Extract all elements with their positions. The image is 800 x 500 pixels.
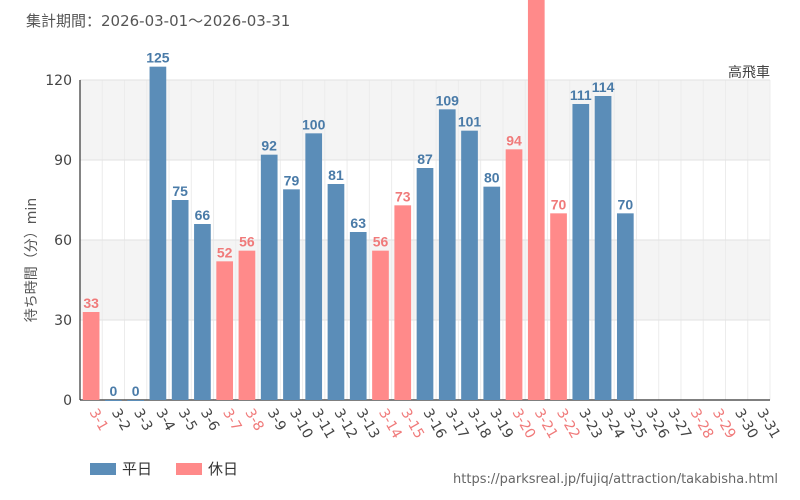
bar-3-22 <box>550 213 567 400</box>
data-label-3-9: 92 <box>261 138 277 154</box>
data-label-3-5: 75 <box>172 183 188 199</box>
period-label: 集計期間：2026-03-01～2026-03-31 <box>26 12 291 30</box>
bar-3-11 <box>305 133 323 401</box>
data-label-3-17: 109 <box>436 92 460 108</box>
x-tick-label-3-4: 3-4 <box>152 406 177 434</box>
bar-3-19 <box>483 186 501 400</box>
data-label-3-11: 100 <box>302 116 326 132</box>
x-tick-label-3-5: 3-5 <box>175 406 200 434</box>
legend-item-holiday[interactable]: 休日 <box>176 458 238 479</box>
bar-3-20 <box>505 149 523 400</box>
bar-3-5 <box>171 200 189 400</box>
bar-3-3 <box>127 400 144 401</box>
bar-3-4 <box>149 66 167 401</box>
bar-3-8 <box>238 250 256 400</box>
legend-label-holiday: 休日 <box>208 460 239 478</box>
data-label-3-20: 94 <box>506 132 522 148</box>
bar-3-25 <box>616 213 634 400</box>
data-label-3-3: 0 <box>132 383 140 399</box>
data-label-3-12: 81 <box>328 167 344 183</box>
data-label-3-13: 63 <box>350 215 366 231</box>
data-label-3-25: 70 <box>618 196 634 212</box>
x-tick-label-3-31: 3-31 <box>753 406 783 442</box>
source-url[interactable]: https://parksreal.jp/fujiq/attraction/ta… <box>453 472 778 487</box>
data-label-3-23: 111 <box>570 87 592 103</box>
y-tick-label: 120 <box>45 73 72 89</box>
bar-3-23 <box>572 104 590 400</box>
bar-3-18 <box>461 130 478 400</box>
data-label-3-16: 87 <box>417 151 433 167</box>
data-label-3-18: 101 <box>458 114 482 130</box>
x-tick-label-3-9: 3-9 <box>264 406 289 434</box>
bar-3-17 <box>438 109 456 400</box>
data-label-3-10: 79 <box>284 172 300 188</box>
bar-3-6 <box>194 224 211 400</box>
x-tick-label-3-1: 3-1 <box>86 406 111 434</box>
data-label-3-2: 0 <box>109 383 117 399</box>
bar-3-2 <box>105 400 122 401</box>
bar-3-21 <box>527 0 545 400</box>
bar-3-9 <box>260 154 278 400</box>
data-label-3-6: 66 <box>195 207 211 223</box>
bar-3-12 <box>327 184 345 400</box>
data-label-3-24: 114 <box>592 79 615 95</box>
data-label-3-19: 80 <box>484 170 500 186</box>
y-tick-label: 30 <box>54 313 72 329</box>
data-label-3-8: 56 <box>239 234 255 250</box>
grid-band <box>80 80 770 160</box>
bar-3-13 <box>349 232 367 400</box>
data-label-3-4: 125 <box>146 50 170 66</box>
attraction-name: 高飛車 <box>728 65 770 81</box>
bar-3-10 <box>283 189 300 400</box>
weekday-swatch <box>90 462 116 475</box>
data-label-3-15: 73 <box>395 188 411 204</box>
bar-3-7 <box>216 261 234 400</box>
data-label-3-1: 33 <box>83 295 99 311</box>
x-tick-label-3-8: 3-8 <box>241 406 266 434</box>
holiday-swatch <box>176 462 203 475</box>
data-label-3-7: 52 <box>217 244 233 260</box>
data-label-3-14: 56 <box>373 234 389 250</box>
bar-3-16 <box>416 168 434 400</box>
bar-3-24 <box>594 96 612 400</box>
y-tick-label: 60 <box>54 233 72 249</box>
bar-3-1 <box>82 312 100 400</box>
bar-3-15 <box>394 205 412 400</box>
x-tick-label-3-7: 3-7 <box>219 406 244 434</box>
x-tick-label-3-6: 3-6 <box>197 406 222 434</box>
y-tick-label: 90 <box>54 153 72 169</box>
legend: 平日 休日 <box>90 458 238 479</box>
bar-3-14 <box>372 250 389 400</box>
x-tick-label-3-3: 3-3 <box>130 406 155 434</box>
legend-item-weekday[interactable]: 平日 <box>90 458 152 479</box>
y-axis-label: 待ち時間（分）min <box>24 198 40 322</box>
legend-label-weekday: 平日 <box>122 460 153 478</box>
data-label-3-22: 70 <box>551 196 567 212</box>
y-tick-label: 0 <box>63 393 72 409</box>
x-tick-label-3-2: 3-2 <box>108 406 133 434</box>
